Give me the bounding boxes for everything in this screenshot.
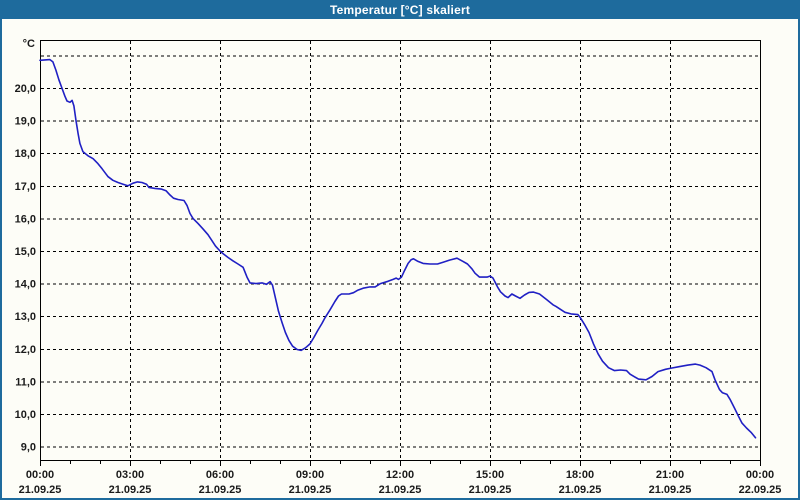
- y-tick-label-14: 14,0: [15, 279, 36, 291]
- y-tick-label-17: 17,0: [15, 181, 36, 193]
- y-tick-label-19: 19,0: [15, 116, 36, 128]
- x-tick-time-label-21: 21:00: [656, 469, 684, 481]
- x-tick-date-label-21: 21.09.25: [649, 484, 692, 496]
- title-bar[interactable]: Temperatur [°C] skaliert: [0, 0, 800, 19]
- y-tick-label-16: 16,0: [15, 213, 36, 225]
- x-tick-time-label-9: 09:00: [296, 469, 324, 481]
- y-axis-unit-label: °C: [23, 38, 35, 50]
- y-tick-label-20: 20,0: [15, 83, 36, 95]
- x-tick-date-label-24: 22.09.25: [739, 484, 782, 496]
- y-tick-label-11: 11,0: [15, 376, 36, 388]
- x-tick-date-label-6: 21.09.25: [199, 484, 242, 496]
- y-tick-label-13: 13,0: [15, 311, 36, 323]
- y-tick-label-9: 9,0: [21, 442, 36, 454]
- series-line-temperatur: [39, 58, 757, 439]
- y-tick-label-10: 10,0: [15, 409, 36, 421]
- x-tick-time-label-18: 18:00: [566, 469, 594, 481]
- x-tick-time-label-24: 00:00: [746, 469, 774, 481]
- x-tick-time-label-12: 12:00: [386, 469, 414, 481]
- x-tick-time-label-0: 00:00: [26, 469, 54, 481]
- x-tick-time-label-3: 03:00: [116, 469, 144, 481]
- y-tick-label-15: 15,0: [15, 246, 36, 258]
- x-tick-date-label-9: 21.09.25: [289, 484, 332, 496]
- x-tick-date-label-15: 21.09.25: [469, 484, 512, 496]
- y-tick-label-18: 18,0: [15, 148, 36, 160]
- x-tick-date-label-3: 21.09.25: [109, 484, 152, 496]
- x-tick-date-label-12: 21.09.25: [379, 484, 422, 496]
- x-tick-time-label-15: 15:00: [476, 469, 504, 481]
- y-tick-label-12: 12,0: [15, 344, 36, 356]
- x-tick-time-label-6: 06:00: [206, 469, 234, 481]
- x-tick-date-label-0: 21.09.25: [19, 484, 62, 496]
- window-title: Temperatur [°C] skaliert: [329, 2, 471, 17]
- x-tick-date-label-18: 21.09.25: [559, 484, 602, 496]
